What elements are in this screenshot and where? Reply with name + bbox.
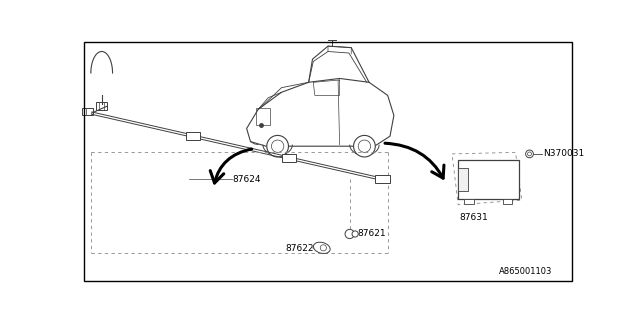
Bar: [186, 132, 200, 140]
Text: 87631: 87631: [460, 213, 488, 222]
Text: 87624: 87624: [233, 175, 261, 184]
Bar: [96, 102, 107, 110]
FancyBboxPatch shape: [83, 108, 93, 115]
Circle shape: [353, 135, 375, 157]
Bar: [282, 154, 296, 162]
Bar: [458, 160, 518, 198]
Circle shape: [525, 150, 533, 158]
Circle shape: [352, 231, 358, 237]
Bar: [465, 198, 474, 204]
Bar: [503, 198, 513, 204]
Ellipse shape: [314, 242, 330, 253]
Text: 87622: 87622: [285, 244, 314, 253]
Text: A865001103: A865001103: [499, 267, 553, 276]
Circle shape: [267, 135, 289, 157]
Bar: [458, 168, 467, 191]
FancyArrowPatch shape: [385, 143, 444, 178]
Bar: [256, 108, 270, 124]
Bar: [374, 175, 390, 183]
Circle shape: [345, 229, 355, 239]
Text: 87621: 87621: [358, 229, 386, 238]
Text: N370031: N370031: [543, 149, 584, 158]
FancyArrowPatch shape: [211, 149, 252, 183]
